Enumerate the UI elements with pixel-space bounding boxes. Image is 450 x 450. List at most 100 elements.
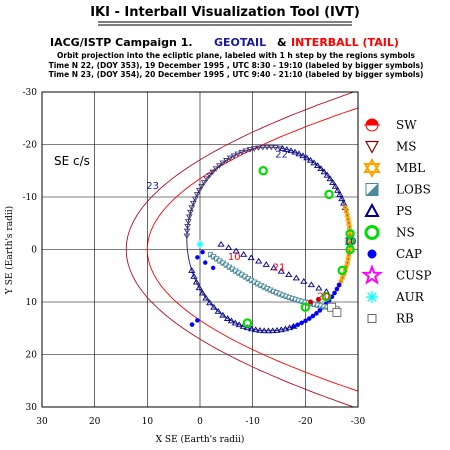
ps-marker bbox=[290, 323, 298, 329]
mbl-marker bbox=[344, 213, 351, 219]
mbl-marker bbox=[342, 204, 349, 210]
amp-label: & bbox=[277, 36, 287, 49]
ps-marker bbox=[231, 319, 239, 326]
ms-marker bbox=[200, 180, 208, 186]
cap-marker bbox=[332, 290, 337, 296]
cap-marker bbox=[317, 308, 323, 313]
x-tick-label: 10 bbox=[142, 417, 154, 427]
ms-marker bbox=[242, 148, 250, 154]
ps-marker bbox=[190, 272, 198, 279]
ms-marker bbox=[267, 144, 275, 151]
ms-marker bbox=[206, 172, 214, 179]
ms-marker bbox=[198, 184, 205, 190]
cap-marker bbox=[189, 322, 195, 327]
y-axis-label: Y SE (Earth's radii) bbox=[4, 206, 15, 295]
ps-marker bbox=[202, 294, 210, 301]
ps-marker bbox=[317, 165, 325, 172]
ps-marker bbox=[336, 191, 344, 197]
ms-marker bbox=[188, 205, 196, 211]
aur-marker bbox=[197, 241, 203, 248]
ms-marker bbox=[216, 163, 223, 169]
ms-marker bbox=[212, 166, 220, 172]
ms-marker bbox=[255, 145, 262, 151]
boundary-curves bbox=[125, 92, 358, 407]
legend-label: CAP bbox=[396, 247, 422, 261]
mbl-marker bbox=[345, 221, 352, 227]
ps-marker bbox=[320, 168, 328, 175]
interball-label: INTERBALL (TAIL) bbox=[291, 36, 399, 49]
ps-marker bbox=[287, 147, 295, 154]
ms-marker bbox=[193, 192, 201, 198]
y-tick-label: -30 bbox=[23, 88, 38, 98]
ms-marker bbox=[203, 176, 211, 182]
cap-marker bbox=[314, 311, 319, 316]
ms-marker bbox=[187, 209, 194, 216]
mbl-marker bbox=[346, 223, 353, 229]
orbit-description: Orbit projection into the ecliptic plane… bbox=[57, 51, 416, 60]
legend: SW MS MBL LOBS PS NS CAP CUSP AUR RB bbox=[361, 118, 432, 326]
ps-marker bbox=[262, 261, 270, 267]
ns-marker bbox=[321, 292, 332, 302]
ps-marker bbox=[281, 325, 290, 332]
mbl-marker bbox=[344, 261, 351, 267]
ms-marker bbox=[259, 145, 267, 151]
ps-marker bbox=[315, 284, 323, 291]
ps-marker bbox=[264, 327, 273, 334]
x-tick-label: 0 bbox=[197, 417, 203, 427]
campaign-line: IACG/ISTP Campaign 1. GEOTAIL & INTERBAL… bbox=[50, 36, 399, 49]
triangle-down-icon bbox=[364, 140, 380, 154]
star-of-david-icon bbox=[363, 158, 381, 173]
ps-marker bbox=[188, 267, 196, 273]
ms-marker bbox=[184, 223, 191, 230]
mbl-marker bbox=[347, 231, 353, 237]
coordinate-system-label: SE c/s bbox=[54, 154, 90, 168]
asterisk-icon bbox=[367, 292, 377, 302]
cap-marker bbox=[336, 282, 342, 288]
ps-marker bbox=[329, 179, 337, 185]
time-annotation: 10 bbox=[344, 236, 357, 247]
ms-marker bbox=[183, 233, 191, 239]
ms-marker bbox=[190, 200, 197, 207]
ps-marker bbox=[277, 267, 285, 274]
cap-marker bbox=[210, 265, 216, 271]
ring-icon bbox=[364, 225, 380, 240]
ps-marker bbox=[326, 175, 334, 182]
ns-marker bbox=[345, 244, 355, 255]
ps-marker bbox=[339, 199, 348, 206]
ns-marker bbox=[242, 318, 253, 328]
cap-marker bbox=[295, 322, 301, 328]
region-markers bbox=[183, 144, 355, 334]
ps-marker bbox=[334, 186, 342, 193]
time-annotations: 22 23 10 10 21 20 bbox=[146, 150, 356, 303]
time-annotation: 23 bbox=[146, 181, 159, 192]
ps-marker bbox=[300, 278, 308, 284]
cap-marker bbox=[203, 260, 208, 265]
time-annotation: 22 bbox=[275, 150, 288, 161]
ps-marker bbox=[323, 171, 331, 178]
ns-marker bbox=[300, 302, 311, 312]
ms-marker bbox=[185, 219, 192, 225]
legend-label: NS bbox=[396, 226, 415, 240]
ps-marker bbox=[217, 240, 225, 247]
cap-marker bbox=[299, 320, 304, 326]
mbl-marker bbox=[345, 251, 352, 257]
y-tick-label: 30 bbox=[26, 403, 38, 413]
ms-marker bbox=[191, 196, 199, 202]
ps-marker bbox=[214, 308, 222, 314]
ps-marker bbox=[279, 145, 287, 151]
ms-marker bbox=[272, 145, 279, 151]
ps-marker bbox=[232, 247, 240, 254]
x-tick-labels: 30 20 10 0 -10 -20 -30 bbox=[36, 417, 365, 427]
cap-marker bbox=[303, 318, 308, 324]
time-annotation: 10 bbox=[228, 252, 241, 263]
legend-label: RB bbox=[396, 312, 414, 326]
time-annotation: 20 bbox=[317, 291, 330, 302]
ps-marker bbox=[269, 327, 277, 334]
legend-label: AUR bbox=[395, 290, 425, 304]
ps-marker bbox=[260, 327, 268, 334]
rb-marker bbox=[332, 308, 342, 317]
ms-marker bbox=[209, 169, 217, 175]
cap-marker bbox=[334, 286, 340, 292]
triangle-up-icon bbox=[364, 202, 380, 217]
